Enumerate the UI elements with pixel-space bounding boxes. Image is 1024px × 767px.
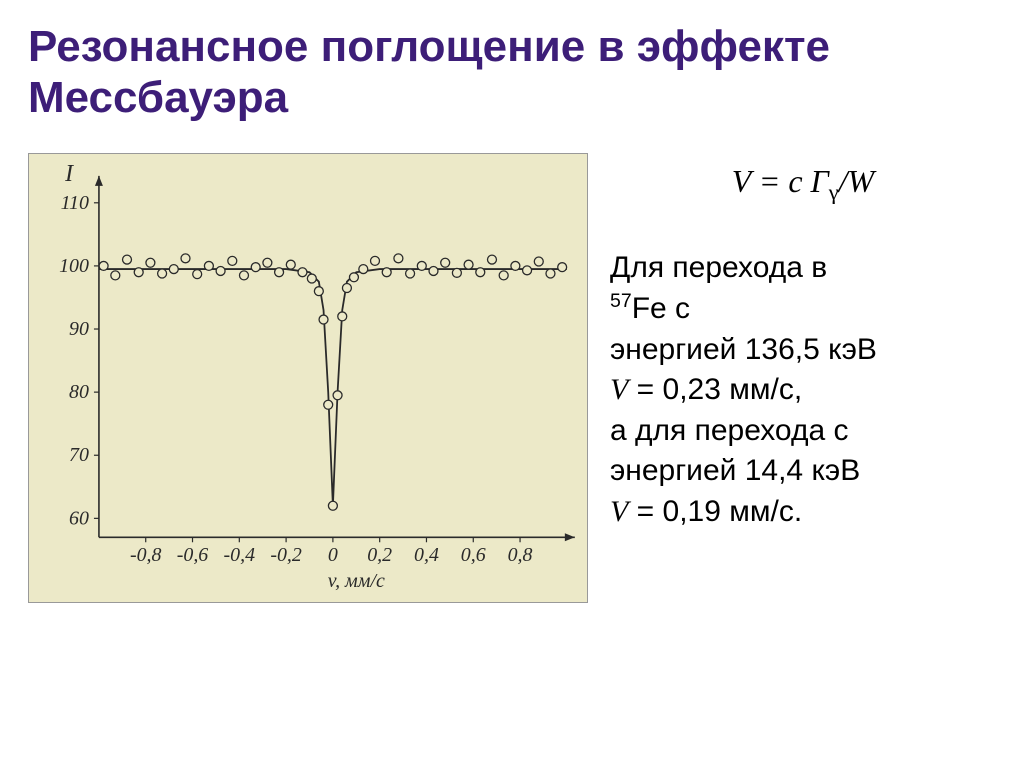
desc-l5: а для перехода с [610, 411, 996, 452]
content-row: I 60 70 80 90 100 110 -0,8 -0,6 -0,4 -0,2 0 0,2 0,4 0,… [28, 153, 996, 603]
mossbauer-chart: I 60 70 80 90 100 110 -0,8 -0,6 -0,4 -0,2 0 0,2 0,4 0,… [28, 153, 588, 603]
svg-text:I: I [64, 161, 74, 187]
svg-text:60: 60 [69, 508, 89, 530]
formula: V = c Γγ/W [610, 163, 996, 205]
description: Для перехода в 57Fe c энергией 136,5 кэВ… [610, 248, 996, 533]
svg-text:80: 80 [69, 381, 89, 403]
desc-l6: энергией 14,4 кэВ [610, 451, 996, 492]
slide: Резонансное поглощение в эффекте Мессбау… [0, 0, 1024, 767]
desc-l2: 57Fe c [610, 288, 996, 330]
formula-tail: /W [839, 163, 875, 199]
svg-text:0,2: 0,2 [367, 544, 392, 566]
svg-text:0: 0 [328, 544, 338, 566]
svg-text:70: 70 [69, 444, 89, 466]
svg-text:-0,8: -0,8 [130, 544, 162, 566]
svg-text:-0,6: -0,6 [177, 544, 209, 566]
svg-text:110: 110 [61, 192, 89, 214]
svg-text:-0,4: -0,4 [224, 544, 256, 566]
desc-l7: V = 0,19 мм/с. [610, 492, 996, 533]
formula-sub: γ [829, 180, 839, 205]
svg-text:90: 90 [69, 318, 89, 340]
svg-text:0,4: 0,4 [414, 544, 439, 566]
desc-l1: Для перехода в [610, 248, 996, 289]
svg-text:0,6: 0,6 [461, 544, 486, 566]
svg-text:0,8: 0,8 [508, 544, 533, 566]
desc-l3: энергией 136,5 кэВ [610, 330, 996, 371]
desc-l4: V = 0,23 мм/с, [610, 370, 996, 411]
slide-title: Резонансное поглощение в эффекте Мессбау… [28, 22, 996, 123]
right-column: V = c Γγ/W Для перехода в 57Fe c энергие… [610, 153, 996, 532]
svg-text:v, мм/с: v, мм/с [328, 570, 385, 592]
formula-main: V = c Γ [732, 163, 829, 199]
svg-text:100: 100 [59, 255, 89, 277]
svg-text:-0,2: -0,2 [270, 544, 302, 566]
